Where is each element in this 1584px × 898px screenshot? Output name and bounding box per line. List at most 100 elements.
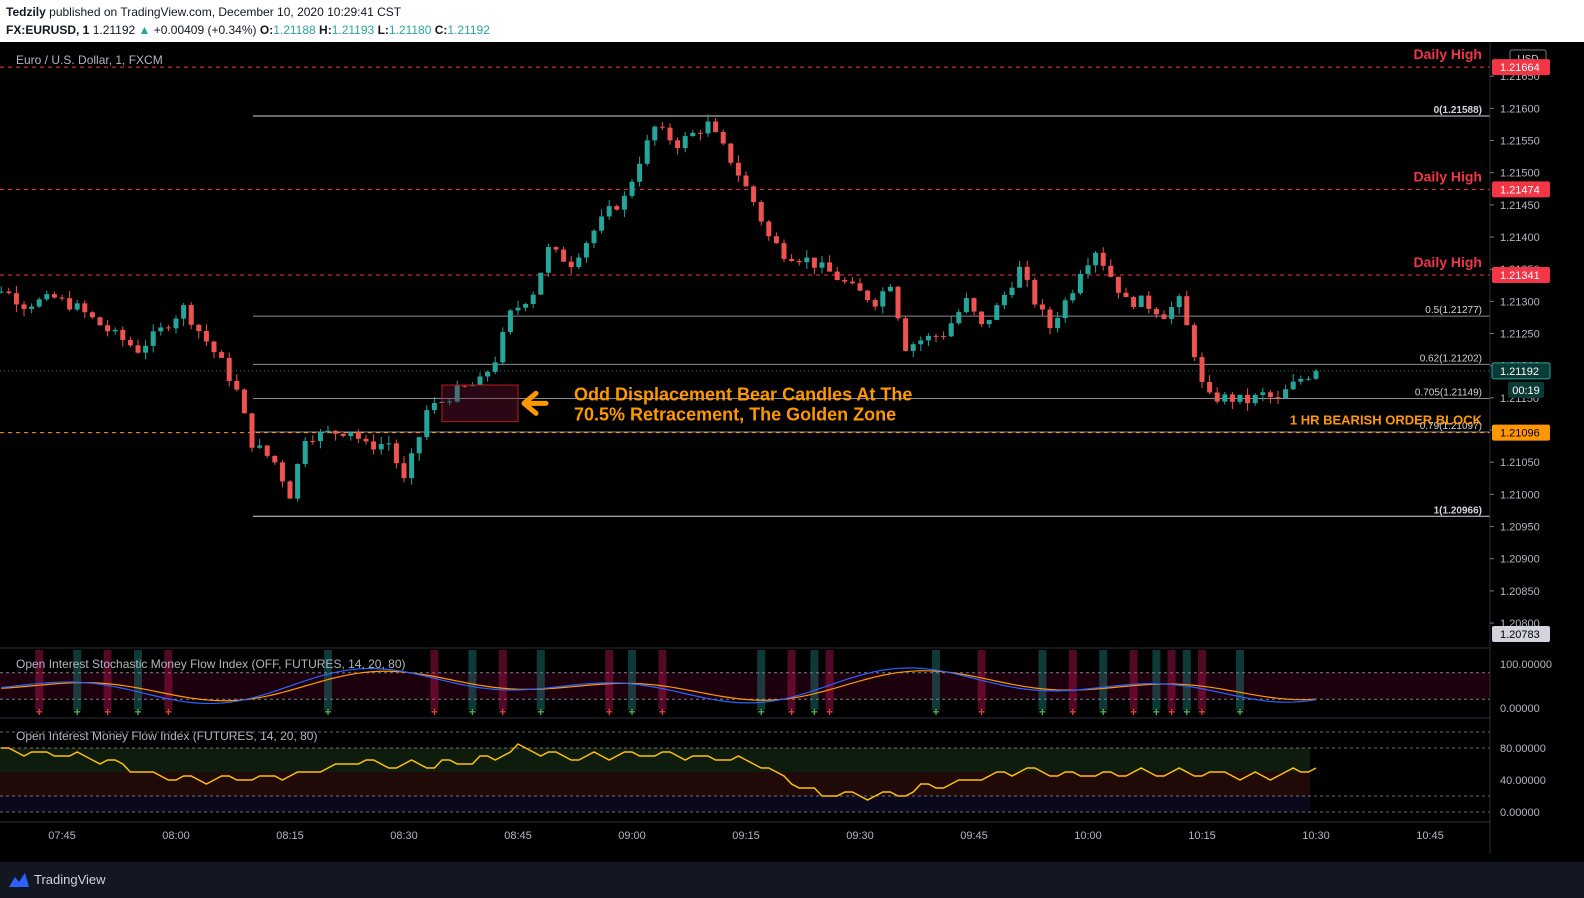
candle-body [241,389,247,414]
time-tick-label: 10:45 [1416,830,1444,842]
osc1-plus-marker: + [469,705,476,719]
osc2-bottom-band [0,796,1310,812]
candle-body [918,340,924,345]
candle-body [317,431,323,442]
candle-body [561,249,567,262]
candle-body [819,262,825,268]
candle-body [1290,381,1296,390]
time-tick-label: 08:15 [276,830,304,842]
candle-body [44,294,50,300]
symbol-label[interactable]: FX:EURUSD, 1 [6,23,90,37]
osc1-signal-column [164,650,173,710]
candle-body [150,331,156,346]
candle-body [462,385,468,387]
osc1-plus-marker: + [499,705,506,719]
candle-body [1267,392,1273,398]
chart-canvas[interactable]: + + + + + + + + + + + + + + + + + + + + + + + + + + + + Euro / U.S.… [0,42,1584,862]
candle-body [1169,307,1175,319]
candle-body [143,345,149,353]
candle-body [127,340,133,346]
time-tick-label: 10:15 [1188,830,1216,842]
osc1-signal-column [430,650,439,710]
osc1-plus-marker: + [826,705,833,719]
candle-body [507,310,513,333]
candle-body [378,443,384,450]
candle-body [1108,265,1114,277]
osc1-plus-marker: + [606,705,613,719]
candle-body [887,286,893,292]
time-tick-label: 08:30 [390,830,418,842]
candle-body [287,481,293,499]
daily-high-price-value: 1.21474 [1500,184,1540,196]
candle-body [1039,304,1045,310]
annotation-arrow-icon [521,390,549,416]
osc2-title: Open Interest Money Flow Index (FUTURES,… [16,729,317,743]
change-up-icon: ▲ [138,23,151,37]
candle-body [751,186,757,203]
candle-body [1070,293,1076,301]
candle-body [637,163,643,182]
last-price: 1.21192 [92,23,136,37]
candle-body [158,327,164,332]
countdown-value: 00:19 [1512,385,1540,397]
footer-bar: TradingView [0,862,1584,898]
candle-body [667,127,673,141]
candle-body [781,243,787,259]
order-block-price-tag [1492,424,1550,441]
osc1-plus-marker: + [788,705,795,719]
candle-body [659,126,665,128]
tradingview-logo-icon[interactable] [8,871,30,889]
osc1-plus-marker: + [1153,705,1160,719]
osc1-signal-column [1236,650,1244,710]
price-tick-label: 1.21550 [1500,136,1540,148]
candle-body [979,311,985,325]
osc1-tick-label: 100.00000 [1500,659,1552,671]
osc1-signal-column [73,650,82,710]
candle-body [1222,394,1228,402]
tradingview-brand[interactable]: TradingView [34,872,106,887]
osc1-signal-column [605,650,614,710]
candle-body [371,441,377,450]
candle-body [599,216,605,231]
candle-body [120,329,126,341]
candle-body [1252,394,1258,404]
current-price-value: 1.21192 [1500,366,1539,378]
candle-body [735,162,741,176]
candle-body [1100,252,1106,266]
candle-body [196,324,202,331]
osc1-signal-column [658,650,667,710]
time-tick-label: 09:00 [618,830,646,842]
fib-level-label: 0.79(1.21097) [1420,421,1482,432]
candle-body [690,132,696,137]
candle-body [36,299,42,307]
low-value: 1.21180 [388,23,432,37]
candle-body [553,247,559,250]
candle-body [295,463,301,499]
candle-body [89,312,95,318]
candle-body [1077,273,1083,294]
candle-body [1283,389,1289,399]
osc1-plus-marker: + [1168,705,1175,719]
publish-info: Tedzily published on TradingView.com, De… [6,5,401,19]
publisher-name[interactable]: Tedzily [6,5,46,19]
candle-body [82,303,88,313]
open-label: O: [259,23,274,37]
osc1-signal-column [468,650,477,710]
osc1-plus-marker: + [36,705,43,719]
price-tick-label: 1.21300 [1500,296,1540,308]
candle-body [933,335,939,337]
candle-body [713,121,719,133]
price-tick-label: 1.21400 [1500,232,1540,244]
candle-body [842,279,848,282]
osc1-signal-column [1068,650,1077,710]
candle-body [1229,394,1235,402]
candle-body [477,376,483,385]
osc2-tick-label: 0.00000 [1500,807,1540,819]
candle-body [173,318,179,329]
candle-body [910,344,916,351]
candle-body [895,286,901,319]
candle-body [766,221,772,237]
candle-body [568,261,574,268]
osc1-signal-column [932,650,940,710]
candle-body [705,121,711,134]
